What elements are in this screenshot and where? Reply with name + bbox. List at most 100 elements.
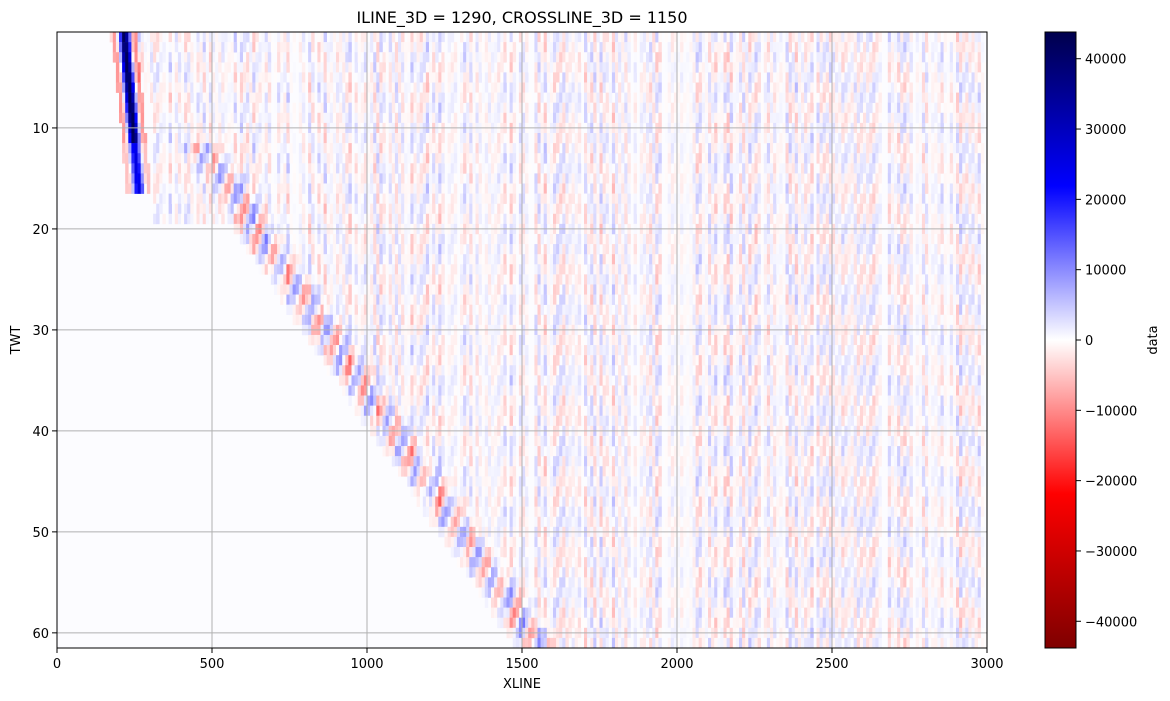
heatmap-cell	[314, 294, 318, 305]
heatmap-cell	[509, 405, 513, 417]
heatmap-cell	[286, 304, 290, 316]
heatmap-cell	[472, 577, 476, 588]
heatmap-cell	[577, 607, 582, 619]
heatmap-cell	[413, 153, 417, 164]
heatmap-cell	[549, 536, 554, 548]
heatmap-cell	[506, 496, 510, 507]
heatmap-cell	[438, 496, 442, 507]
heatmap-cell	[159, 173, 163, 184]
heatmap-cell	[556, 92, 560, 103]
heatmap-cell	[184, 72, 188, 83]
heatmap-cell	[491, 304, 495, 316]
heatmap-cell	[323, 153, 327, 164]
heatmap-cell	[357, 112, 362, 124]
heatmap-cell	[540, 637, 544, 648]
heatmap-cell	[432, 233, 436, 245]
heatmap-cell	[348, 102, 352, 114]
heatmap-cell	[568, 112, 572, 124]
heatmap-cell	[205, 132, 210, 144]
heatmap-cell	[289, 153, 293, 164]
heatmap-cell	[543, 486, 548, 497]
heatmap-cell	[388, 203, 393, 215]
heatmap-cell	[574, 314, 579, 326]
heatmap-cell	[506, 213, 510, 225]
heatmap-cell	[416, 395, 420, 406]
heatmap-cell	[571, 435, 575, 447]
heatmap-cell	[156, 143, 160, 154]
heatmap-cell	[153, 163, 157, 174]
heatmap-cell	[212, 72, 216, 83]
heatmap-cell	[472, 153, 476, 164]
heatmap-cell	[239, 72, 244, 83]
heatmap-cell	[128, 112, 132, 124]
heatmap-cell	[491, 314, 495, 326]
heatmap-cell	[484, 415, 489, 427]
heatmap-cell	[503, 334, 507, 346]
heatmap-cell	[432, 213, 436, 225]
heatmap-cell	[419, 213, 424, 225]
heatmap-cell	[438, 355, 442, 366]
heatmap-cell	[255, 153, 259, 164]
heatmap-cell	[224, 112, 228, 124]
heatmap-cell	[258, 62, 262, 73]
heatmap-cell	[463, 203, 467, 215]
heatmap-cell	[518, 163, 523, 174]
heatmap-cell	[153, 82, 157, 93]
heatmap-cell	[503, 547, 507, 558]
heatmap-cell	[258, 254, 262, 265]
heatmap-cell	[367, 304, 371, 316]
heatmap-cell	[574, 183, 579, 194]
heatmap-cell	[435, 375, 439, 386]
heatmap-cell	[419, 254, 424, 265]
heatmap-cell	[317, 32, 321, 43]
heatmap-cell	[379, 264, 383, 275]
heatmap-cell	[398, 365, 402, 376]
heatmap-cell	[419, 183, 424, 194]
heatmap-cell	[267, 183, 272, 194]
heatmap-cell	[484, 203, 489, 215]
heatmap-cell	[413, 466, 417, 477]
heatmap-cell	[332, 264, 337, 275]
heatmap-cell	[419, 314, 424, 326]
heatmap-cell	[509, 264, 513, 275]
heatmap-cell	[410, 203, 414, 215]
heatmap-cell	[537, 294, 541, 305]
heatmap-cell	[509, 163, 513, 174]
heatmap-cell	[553, 52, 557, 63]
heatmap-cell	[549, 294, 554, 305]
heatmap-cell	[342, 233, 346, 245]
heatmap-cell	[525, 264, 529, 275]
heatmap-cell	[491, 385, 495, 396]
heatmap-cell	[565, 82, 569, 93]
heatmap-cell	[311, 274, 315, 285]
heatmap-cell	[559, 203, 563, 215]
heatmap-cell	[323, 112, 327, 124]
heatmap-cell	[119, 42, 123, 53]
heatmap-cell	[497, 617, 501, 629]
heatmap-cell	[398, 213, 402, 225]
heatmap-cell	[363, 274, 368, 285]
heatmap-cell	[184, 42, 188, 53]
heatmap-cell	[171, 153, 176, 164]
heatmap-cell	[494, 183, 498, 194]
heatmap-cell	[429, 72, 433, 83]
heatmap-cell	[435, 334, 439, 346]
heatmap-cell	[286, 203, 290, 215]
heatmap-cell	[311, 233, 315, 245]
heatmap-cell	[382, 314, 386, 326]
heatmap-cell	[218, 143, 222, 154]
heatmap-cell	[475, 355, 479, 366]
heatmap-cell	[277, 183, 281, 194]
heatmap-cell	[556, 153, 560, 164]
heatmap-cell	[382, 244, 386, 255]
heatmap-cell	[255, 112, 259, 124]
heatmap-cell	[246, 163, 250, 174]
heatmap-cell	[199, 213, 203, 225]
heatmap-cell	[512, 567, 517, 578]
heatmap-cell	[565, 536, 569, 548]
heatmap-cell	[317, 102, 321, 114]
heatmap-cell	[391, 163, 396, 174]
heatmap-cell	[150, 42, 154, 53]
heatmap-cell	[258, 213, 262, 225]
heatmap-cell	[512, 143, 517, 154]
